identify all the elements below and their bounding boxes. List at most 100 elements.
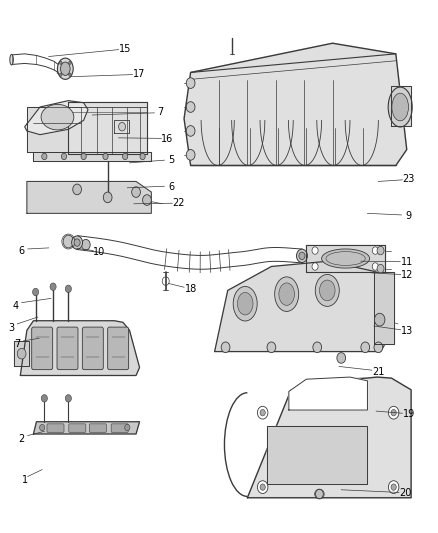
Circle shape xyxy=(258,481,268,494)
Text: 18: 18 xyxy=(184,284,197,294)
Circle shape xyxy=(103,154,108,160)
FancyBboxPatch shape xyxy=(111,424,128,432)
Ellipse shape xyxy=(41,104,74,130)
Ellipse shape xyxy=(299,252,305,260)
Text: 4: 4 xyxy=(13,301,19,311)
Circle shape xyxy=(312,263,318,270)
Polygon shape xyxy=(247,377,411,498)
Ellipse shape xyxy=(388,87,412,127)
Text: 5: 5 xyxy=(168,155,174,165)
Circle shape xyxy=(140,154,145,160)
Circle shape xyxy=(81,154,86,160)
Ellipse shape xyxy=(60,62,70,75)
Circle shape xyxy=(73,184,81,195)
Circle shape xyxy=(65,285,71,293)
Ellipse shape xyxy=(279,283,294,305)
Circle shape xyxy=(391,409,396,416)
Circle shape xyxy=(313,342,321,353)
Polygon shape xyxy=(289,377,367,410)
Ellipse shape xyxy=(233,286,257,321)
Polygon shape xyxy=(392,86,411,126)
Circle shape xyxy=(61,154,67,160)
Text: 6: 6 xyxy=(168,182,174,192)
Ellipse shape xyxy=(72,236,82,249)
Text: 9: 9 xyxy=(406,211,412,221)
Circle shape xyxy=(42,154,47,160)
Circle shape xyxy=(60,61,62,64)
Text: 12: 12 xyxy=(401,270,413,280)
Circle shape xyxy=(377,246,384,255)
Ellipse shape xyxy=(275,277,299,311)
Circle shape xyxy=(372,247,378,254)
Circle shape xyxy=(260,484,265,490)
Ellipse shape xyxy=(319,280,335,301)
Ellipse shape xyxy=(315,274,339,306)
Circle shape xyxy=(119,123,126,131)
Circle shape xyxy=(374,342,383,353)
Text: 23: 23 xyxy=(403,174,415,184)
Circle shape xyxy=(50,283,56,290)
FancyBboxPatch shape xyxy=(89,424,106,432)
Circle shape xyxy=(221,342,230,353)
Text: 1: 1 xyxy=(21,475,28,485)
Text: 17: 17 xyxy=(133,69,146,79)
Polygon shape xyxy=(184,43,407,165)
Ellipse shape xyxy=(392,93,409,121)
Circle shape xyxy=(372,263,378,270)
Circle shape xyxy=(312,247,318,254)
Circle shape xyxy=(186,102,195,112)
Circle shape xyxy=(186,78,195,88)
Polygon shape xyxy=(306,245,385,272)
Polygon shape xyxy=(33,422,140,434)
Circle shape xyxy=(65,394,71,402)
Polygon shape xyxy=(374,272,394,344)
Circle shape xyxy=(260,409,265,416)
Circle shape xyxy=(103,192,112,203)
Text: 6: 6 xyxy=(18,246,25,255)
Ellipse shape xyxy=(237,293,253,315)
Circle shape xyxy=(389,406,399,419)
Circle shape xyxy=(69,61,71,64)
Circle shape xyxy=(337,353,346,364)
Circle shape xyxy=(69,73,71,76)
FancyBboxPatch shape xyxy=(82,327,103,369)
Polygon shape xyxy=(27,107,68,152)
Circle shape xyxy=(315,489,323,499)
Text: 20: 20 xyxy=(400,489,412,498)
Ellipse shape xyxy=(321,249,370,268)
Circle shape xyxy=(361,342,370,353)
Polygon shape xyxy=(215,261,392,352)
Polygon shape xyxy=(25,101,88,135)
Circle shape xyxy=(17,349,26,359)
Circle shape xyxy=(63,235,74,248)
Circle shape xyxy=(32,288,39,296)
Polygon shape xyxy=(68,102,147,154)
Circle shape xyxy=(186,126,195,136)
Text: 21: 21 xyxy=(372,367,385,377)
Text: 15: 15 xyxy=(119,44,131,53)
Circle shape xyxy=(123,154,128,160)
Circle shape xyxy=(41,394,47,402)
Circle shape xyxy=(132,187,141,197)
Polygon shape xyxy=(20,321,140,375)
Circle shape xyxy=(125,424,130,431)
Text: 16: 16 xyxy=(161,134,173,144)
FancyBboxPatch shape xyxy=(47,424,64,432)
Circle shape xyxy=(39,424,45,431)
FancyBboxPatch shape xyxy=(57,327,78,369)
FancyBboxPatch shape xyxy=(108,327,129,369)
Circle shape xyxy=(267,342,276,353)
Circle shape xyxy=(81,239,90,250)
Text: 13: 13 xyxy=(401,326,413,336)
Circle shape xyxy=(391,484,396,490)
Ellipse shape xyxy=(74,239,80,246)
Text: 19: 19 xyxy=(403,409,415,419)
Circle shape xyxy=(377,264,384,273)
Circle shape xyxy=(374,313,385,326)
Ellipse shape xyxy=(10,54,13,65)
Circle shape xyxy=(258,406,268,419)
Text: 22: 22 xyxy=(173,198,185,208)
FancyBboxPatch shape xyxy=(69,424,86,432)
Circle shape xyxy=(143,195,151,205)
FancyBboxPatch shape xyxy=(32,327,53,369)
